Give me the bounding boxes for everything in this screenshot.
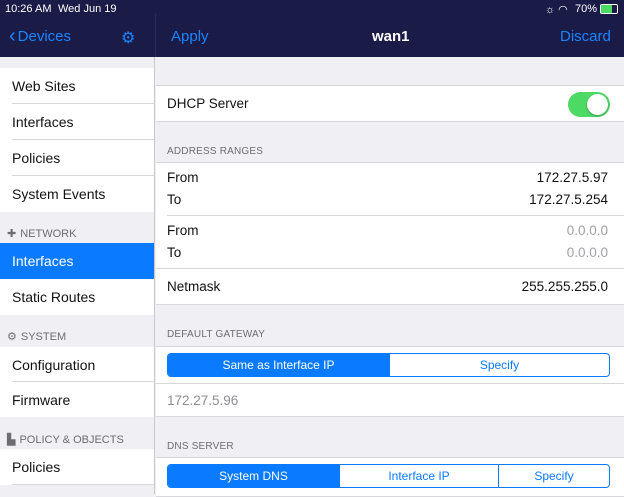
label: Interfaces bbox=[12, 114, 74, 130]
status-time: 10:26 AM bbox=[5, 3, 52, 15]
header-bar: 10:26 AM Wed Jun 19 ☼ ◠ 70% ‹ Devices ⚙ … bbox=[0, 0, 624, 57]
dns-server-header: DNS SERVER bbox=[167, 441, 234, 452]
apply-button[interactable]: Apply bbox=[171, 28, 209, 45]
range1-to-row[interactable]: To 172.27.5.254 bbox=[167, 192, 608, 207]
move-icon: ✚ bbox=[7, 228, 17, 240]
value: 0.0.0.0 bbox=[566, 245, 608, 260]
gateway-ip-row: 172.27.5.96 bbox=[167, 393, 608, 408]
dhcp-row: DHCP Server bbox=[156, 85, 624, 122]
address-ranges-group: From 172.27.5.97 To 172.27.5.254 From 0.0.0… bbox=[156, 162, 624, 305]
address-ranges-header: ADDRESS RANGES bbox=[167, 146, 264, 157]
sidebar-item-policy-policies[interactable]: Policies bbox=[0, 449, 154, 485]
sidebar-item-interfaces[interactable]: Interfaces bbox=[0, 104, 154, 140]
label: System Events bbox=[12, 186, 106, 202]
label: Policies bbox=[12, 459, 61, 475]
segment-interface-ip[interactable]: Interface IP bbox=[339, 465, 498, 487]
chevron-left-icon: ‹ bbox=[9, 25, 16, 47]
segment-same-as-interface-ip[interactable]: Same as Interface IP bbox=[168, 354, 389, 376]
label: Firmware bbox=[12, 391, 71, 408]
label: To bbox=[167, 192, 182, 207]
back-label: Devices bbox=[17, 28, 72, 45]
wifi-icon: ☼ ◠ bbox=[545, 4, 568, 16]
dns-segmented-control[interactable]: System DNS Interface IP Specify bbox=[167, 464, 610, 488]
sidebar-item-policies[interactable]: Policies bbox=[0, 140, 154, 176]
sidebar-item-network-interfaces[interactable]: Interfaces bbox=[0, 243, 154, 279]
section-title: POLICY & OBJECTS bbox=[19, 433, 124, 446]
policy-icon: ▙ bbox=[7, 434, 16, 446]
sidebar-item-web-sites[interactable]: Web Sites bbox=[0, 68, 154, 104]
label: Policies bbox=[12, 150, 61, 166]
section-title: NETWORK bbox=[20, 227, 77, 240]
range1-from-row[interactable]: From 172.27.5.97 bbox=[167, 170, 608, 185]
sidebar-item-configuration[interactable]: Configuration bbox=[0, 347, 154, 382]
value: 172.27.5.97 bbox=[536, 170, 608, 185]
label: From bbox=[167, 170, 199, 185]
gateway-group: Same as Interface IP Specify 172.27.5.96 bbox=[156, 346, 624, 417]
section-policy-objects: ▙ POLICY & OBJECTS bbox=[7, 433, 124, 447]
section-title: SYSTEM bbox=[20, 330, 67, 343]
label: Interfaces bbox=[12, 253, 74, 269]
range2-from-row[interactable]: From 0.0.0.0 bbox=[167, 223, 608, 238]
gateway-segmented-control[interactable]: Same as Interface IP Specify bbox=[167, 353, 610, 377]
segment-specify[interactable]: Specify bbox=[498, 465, 609, 487]
label: Netmask bbox=[167, 279, 221, 294]
gear-icon[interactable]: ⚙ bbox=[121, 30, 136, 47]
segment-specify[interactable]: Specify bbox=[389, 354, 609, 376]
dhcp-label: DHCP Server bbox=[167, 96, 249, 111]
discard-button[interactable]: Discard bbox=[560, 28, 611, 45]
label: From bbox=[167, 223, 199, 238]
section-system: ⚙ SYSTEM bbox=[7, 330, 67, 344]
label: To bbox=[167, 245, 182, 260]
netmask-row[interactable]: Netmask 255.255.255.0 bbox=[167, 279, 608, 294]
range2-to-row[interactable]: To 0.0.0.0 bbox=[167, 245, 608, 260]
back-button[interactable]: ‹ Devices bbox=[9, 25, 72, 47]
gear-icon: ⚙ bbox=[7, 331, 17, 343]
sidebar-item-firmware[interactable]: Firmware bbox=[0, 382, 154, 417]
label: Web Sites bbox=[12, 78, 76, 94]
detail-panel: DHCP Server ADDRESS RANGES From 172.27.5.… bbox=[156, 57, 624, 497]
gateway-ip: 172.27.5.96 bbox=[167, 393, 239, 408]
sidebar-item-system-events[interactable]: System Events bbox=[0, 176, 154, 212]
page-title: wan1 bbox=[372, 28, 410, 45]
segment-system-dns[interactable]: System DNS bbox=[168, 465, 339, 487]
status-date: Wed Jun 19 bbox=[58, 3, 117, 15]
value: 0.0.0.0 bbox=[566, 223, 608, 238]
section-network: ✚ NETWORK bbox=[7, 227, 77, 241]
sidebar: Web Sites Interfaces Policies System Eve… bbox=[0, 57, 155, 494]
value: 255.255.255.0 bbox=[521, 279, 608, 294]
value: 172.27.5.254 bbox=[529, 192, 608, 207]
label: Configuration bbox=[12, 356, 96, 373]
label: Static Routes bbox=[12, 289, 96, 305]
sidebar-item-static-routes[interactable]: Static Routes bbox=[0, 279, 154, 315]
battery-icon bbox=[600, 4, 618, 14]
dhcp-toggle[interactable] bbox=[568, 92, 610, 117]
default-gateway-header: DEFAULT GATEWAY bbox=[167, 329, 266, 340]
dns-group: System DNS Interface IP Specify bbox=[156, 457, 624, 497]
battery-level: 70% bbox=[575, 3, 598, 15]
